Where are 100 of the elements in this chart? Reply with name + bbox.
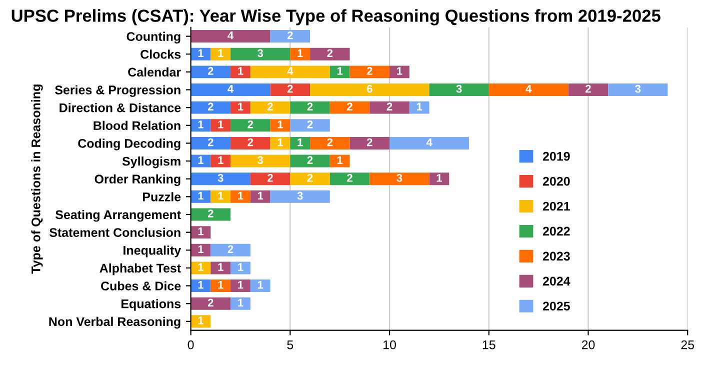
legend-label: 2024 [542,276,570,286]
y-tick-label: Clocks [140,50,181,59]
bar [270,84,310,96]
data-label: 1 [337,67,343,75]
data-label: 2 [307,102,313,110]
data-label: 1 [238,102,244,110]
bar [230,280,250,292]
data-label: 1 [198,120,204,128]
bar [568,84,608,96]
legend-label: 2025 [542,302,570,311]
bar [310,48,350,60]
bar [608,84,668,96]
bar [190,101,231,114]
bar [230,136,270,150]
y-tick-label: Direction & Distance [60,103,181,112]
data-label: 2 [307,156,313,164]
y-tick-label: Blood Relation [94,120,180,130]
bar [429,172,450,186]
y-tick-label: Coding Decoding [78,138,180,150]
bar [230,190,250,203]
data-label: 1 [238,281,244,289]
data-label: 1 [218,156,224,164]
data-label: 2 [208,298,214,306]
bar [230,297,250,310]
data-label: 1 [238,263,244,271]
bar [310,136,350,150]
data-label: 3 [258,156,264,164]
data-label: 2 [268,174,273,182]
y-tick-label: Cubes & Dice [101,281,181,290]
bar [390,136,470,150]
bar [190,172,250,186]
data-label: 1 [238,67,244,75]
bar [230,66,250,78]
data-label: 1 [278,138,284,146]
bar [210,244,250,256]
data-label: 1 [298,49,303,57]
x-tick-label: 25 [681,340,694,350]
bar [330,172,370,186]
bar [190,30,270,43]
bar [230,262,250,274]
bar [350,136,390,150]
data-label: 2 [307,120,313,128]
bar [230,154,290,168]
y-tick-label: Inequality [124,246,182,258]
data-label: 1 [397,67,402,75]
data-label: 4 [287,67,294,75]
data-label: 1 [416,102,422,110]
data-label: 2 [248,120,254,128]
data-label: 1 [258,281,264,289]
bar [290,101,330,114]
bar [250,101,290,114]
y-tick-label: Order Ranking [94,174,180,186]
bar [330,66,350,78]
data-label: 2 [347,102,352,110]
data-label: 4 [228,84,234,93]
y-tick-label: Calendar [128,67,181,77]
data-label: 1 [298,138,303,146]
data-label: 1 [238,298,244,306]
data-label: 2 [268,102,273,110]
bar [390,66,410,78]
bar [190,136,231,150]
data-label: 1 [198,49,204,57]
bar [330,101,370,114]
data-label: 2 [347,174,352,182]
data-label: 2 [327,49,333,57]
legend-label: 2021 [542,202,570,211]
data-label: 2 [327,138,333,146]
data-label: 2 [208,138,214,146]
data-label: 1 [198,228,204,236]
bar [409,101,430,114]
data-label: 1 [198,316,204,324]
bar [350,66,390,78]
data-label: 1 [218,120,224,128]
bar [290,119,330,132]
legend-label: 2019 [542,152,570,161]
bar [210,48,231,60]
bar [290,172,330,186]
bar [210,190,231,203]
data-label: 1 [238,192,244,200]
x-tick-label: 0 [188,340,194,350]
bar [290,48,310,60]
data-label: 1 [198,245,204,254]
data-label: 2 [287,84,293,93]
y-tick-label: Syllogism [122,156,180,168]
legend-label: 2023 [542,252,570,261]
legend-label: 2020 [542,176,570,186]
x-tick-label: 5 [287,340,294,350]
y-tick-label: Counting [126,32,180,44]
bar [290,136,310,150]
bar [230,48,290,60]
data-label: 3 [297,192,303,200]
bar [488,84,568,96]
x-tick-label: 15 [482,340,496,350]
chart-title: UPSC Prelims (CSAT): Year Wise Type of Reasoning Questions from 2019-2025 [12,9,660,26]
bar [250,66,330,78]
data-label: 1 [198,263,204,271]
bar [270,30,310,43]
y-tick-label: Equations [122,299,181,311]
data-label: 1 [278,120,284,128]
data-label: 3 [456,84,462,93]
